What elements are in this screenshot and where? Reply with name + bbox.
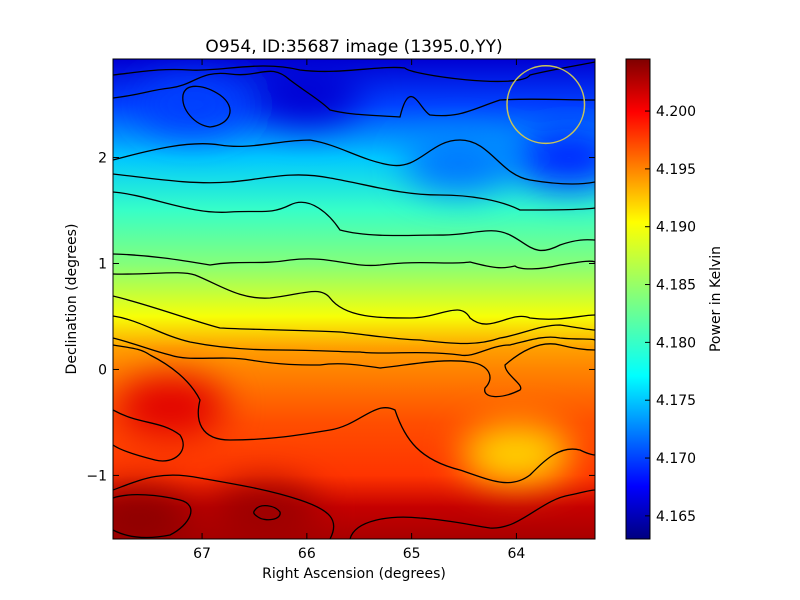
contour-line: [113, 139, 595, 185]
contour-line: [113, 173, 595, 211]
x-axis-ticks: 67 66 65 64: [193, 59, 525, 562]
heatmap-image: [113, 59, 595, 539]
hot-blob: [115, 376, 226, 437]
colorbar-ticks: 4.165 4.170 4.175 4.180 4.185 4.190 4.195 4.200: [645, 104, 696, 525]
colorbar-label: Power in Kelvin: [708, 246, 724, 352]
y-tick-label: 0: [98, 362, 107, 378]
heatmap-features: [113, 63, 595, 539]
x-tick-label: 67: [193, 546, 211, 562]
contour-line: [113, 253, 595, 270]
contour-line: [253, 505, 281, 521]
contour-lines: [113, 61, 595, 539]
contour-line: [349, 489, 595, 539]
x-tick-label: 65: [403, 546, 421, 562]
contour-line: [113, 474, 335, 539]
colorbar-tick-label: 4.185: [656, 278, 696, 294]
colorbar-tick-label: 4.180: [656, 335, 696, 351]
hot-blob: [209, 482, 320, 539]
cold-blob: [513, 127, 595, 188]
hot-blob: [113, 487, 195, 539]
y-tick-label: −1: [86, 468, 107, 484]
contour-line: [113, 272, 595, 325]
contour-line: [113, 295, 595, 345]
y-tick-label: 1: [98, 257, 107, 273]
x-tick-label: 64: [507, 546, 525, 562]
warm-blob: [461, 424, 572, 485]
plot-frame: [112, 58, 596, 540]
colorbar-tick-label: 4.175: [656, 393, 696, 409]
colorbar-tick-label: 4.195: [656, 162, 696, 178]
x-axis-label: Right Ascension (degrees): [262, 566, 446, 582]
contour-line: [113, 409, 184, 462]
contour-line: [113, 337, 595, 398]
contour-line: [182, 85, 231, 128]
contour-line: [149, 354, 595, 484]
cold-blob: [251, 63, 362, 124]
y-tick-label: 2: [98, 151, 107, 167]
contour-line: [113, 70, 595, 118]
colorbar: [625, 58, 651, 540]
contour-line: [113, 191, 595, 252]
cold-blob: [136, 74, 247, 135]
colorbar-tick-label: 4.200: [656, 104, 696, 120]
cold-blob: [403, 132, 514, 193]
contour-line: [113, 65, 406, 76]
colorbar-tick-label: 4.170: [656, 451, 696, 467]
colorbar-tick-label: 4.190: [656, 220, 696, 236]
chart-title: O954, ID:35687 image (1395.0,YY): [205, 37, 502, 57]
contour-line: [113, 344, 151, 356]
contour-line: [113, 315, 595, 357]
y-axis-label: Declination (degrees): [64, 224, 80, 375]
contour-line: [404, 61, 595, 83]
x-tick-label: 66: [298, 546, 316, 562]
colorbar-tick-label: 4.165: [656, 509, 696, 525]
selection-circle[interactable]: [506, 65, 586, 145]
y-axis-ticks: 2 1 0 −1: [86, 151, 595, 484]
contour-line: [113, 494, 192, 539]
